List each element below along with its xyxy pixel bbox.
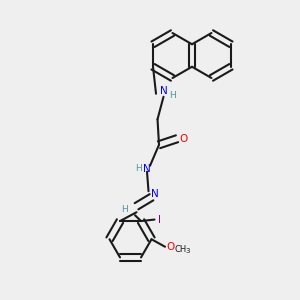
Text: O: O [179, 134, 188, 144]
Text: N: N [151, 189, 158, 199]
Text: I: I [158, 214, 161, 225]
Text: N: N [143, 164, 151, 174]
Text: O: O [166, 242, 175, 252]
Text: CH: CH [175, 244, 187, 253]
Text: H: H [169, 91, 176, 100]
Text: N: N [160, 86, 167, 96]
Text: H: H [121, 205, 128, 214]
Text: H: H [135, 164, 142, 173]
Text: 3: 3 [185, 248, 190, 254]
